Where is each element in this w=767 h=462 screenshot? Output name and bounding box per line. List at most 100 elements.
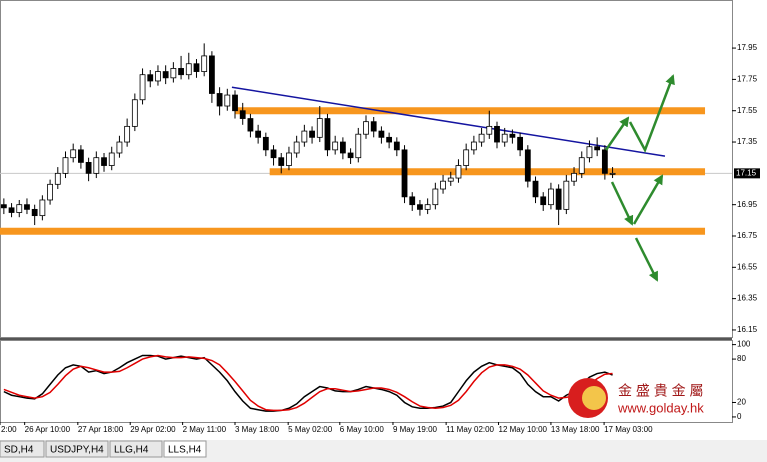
osc-tick-label: 80 <box>737 354 746 363</box>
candle-body <box>386 136 393 143</box>
osc-panel-frame <box>0 340 733 423</box>
x-tick-label: 11 May 02:00 <box>446 425 494 434</box>
candle-body <box>85 161 92 174</box>
candle-body <box>540 196 547 206</box>
logo-url: www.golday.hk <box>617 400 704 415</box>
candle-body <box>555 188 562 210</box>
candle-body <box>563 180 570 210</box>
candle-body <box>301 130 308 143</box>
x-tick-label: 2 May 11:00 <box>183 425 227 434</box>
y-tick-label: 17.35 <box>737 137 758 146</box>
osc-tick-label: 100 <box>737 340 751 349</box>
candle-body <box>239 110 246 119</box>
tab[interactable]: SD,H4 <box>4 445 34 456</box>
tab[interactable]: LLG,H4 <box>114 445 149 456</box>
candle-body <box>316 118 323 138</box>
tab[interactable]: LLS,H4 <box>168 445 202 456</box>
candle-body <box>116 141 123 154</box>
candle-body <box>324 118 331 151</box>
candle-body <box>16 204 23 213</box>
candle-body <box>147 74 154 82</box>
candle-body <box>378 130 385 138</box>
candle-body <box>54 172 61 185</box>
candle-body <box>417 204 423 210</box>
candle-body <box>363 121 369 135</box>
y-tick-label: 17.95 <box>737 43 758 52</box>
osc-line <box>3 354 613 412</box>
x-tick-label: 12 May 10:00 <box>499 425 548 434</box>
candle-body <box>601 149 608 174</box>
candle-body <box>139 74 146 101</box>
candle-body <box>424 204 431 210</box>
arrow <box>610 181 634 226</box>
candle-body <box>355 133 362 159</box>
last-price-label: 17.15 <box>736 168 757 177</box>
candle-body <box>47 183 53 201</box>
tab-bg <box>0 440 45 458</box>
candle-body <box>586 146 593 159</box>
candle-body <box>470 141 477 151</box>
tab-bg <box>163 440 207 458</box>
candle-body <box>170 68 177 79</box>
candle-body <box>108 152 115 166</box>
candle-body <box>578 157 585 174</box>
candle-body <box>208 55 215 94</box>
candle-body <box>432 188 439 206</box>
scenario-arrows <box>604 74 675 282</box>
x-tick-label: 27 Apr 18:00 <box>78 425 124 434</box>
y-tick-label: 17.75 <box>737 75 758 84</box>
x-tick-label: 3 May 18:00 <box>235 425 280 434</box>
last-price-box <box>734 168 760 179</box>
y-tick-label: 16.15 <box>737 325 758 334</box>
candle-body <box>131 99 138 127</box>
candle-body <box>247 118 254 132</box>
candle-body <box>185 63 192 76</box>
y-tick-label: 17.55 <box>737 106 758 115</box>
candle-body <box>393 141 400 151</box>
logo: 金 盛 貴 金 屬 www.golday.hk <box>568 378 704 418</box>
candle-body <box>548 188 554 206</box>
y-tick-label: 16.55 <box>737 262 758 271</box>
x-tick-label: 26 Apr 10:00 <box>25 425 71 434</box>
candle-body <box>124 125 131 143</box>
candle-body <box>178 68 184 76</box>
tab[interactable]: USDJPY,H4 <box>50 445 104 456</box>
candle-body <box>93 157 100 174</box>
candle-body <box>78 149 84 163</box>
candle-body <box>270 149 277 159</box>
candle-body <box>494 125 500 143</box>
x-tick-label: 17 May 03:00 <box>604 425 653 434</box>
candle-body <box>8 207 15 213</box>
candle-body <box>370 121 377 132</box>
tab-bg <box>109 440 163 458</box>
candle-body <box>193 63 200 72</box>
tab-bg <box>45 440 109 458</box>
candle-body <box>524 149 531 182</box>
candle-body <box>70 149 77 159</box>
x-tick-label: 6 May 10:00 <box>340 425 385 434</box>
x-tick-label: 9 May 19:00 <box>393 425 438 434</box>
candle-body <box>440 180 446 190</box>
x-tick-label: 29 Apr 02:00 <box>130 425 176 434</box>
logo-name: 金 盛 貴 金 屬 <box>618 383 704 399</box>
x-tick-label: 5 May 02:00 <box>288 425 333 434</box>
candle-body <box>101 157 107 166</box>
candle-body <box>286 152 292 166</box>
arrow <box>604 116 630 151</box>
osc-tick-label: 0 <box>737 412 742 421</box>
candle-body <box>609 172 616 175</box>
candle-body <box>31 208 38 217</box>
candle-body <box>486 125 493 135</box>
candle-body <box>62 157 69 174</box>
candle-body <box>162 71 169 79</box>
arrow <box>628 74 675 154</box>
logo-inner <box>582 386 606 410</box>
candle-body <box>278 157 285 166</box>
candle-body <box>409 196 416 206</box>
candle-body <box>0 204 7 209</box>
y-tick-label: 16.95 <box>737 200 758 209</box>
candle-body <box>347 152 354 159</box>
candle-body <box>293 141 300 154</box>
candle-body <box>455 165 462 179</box>
